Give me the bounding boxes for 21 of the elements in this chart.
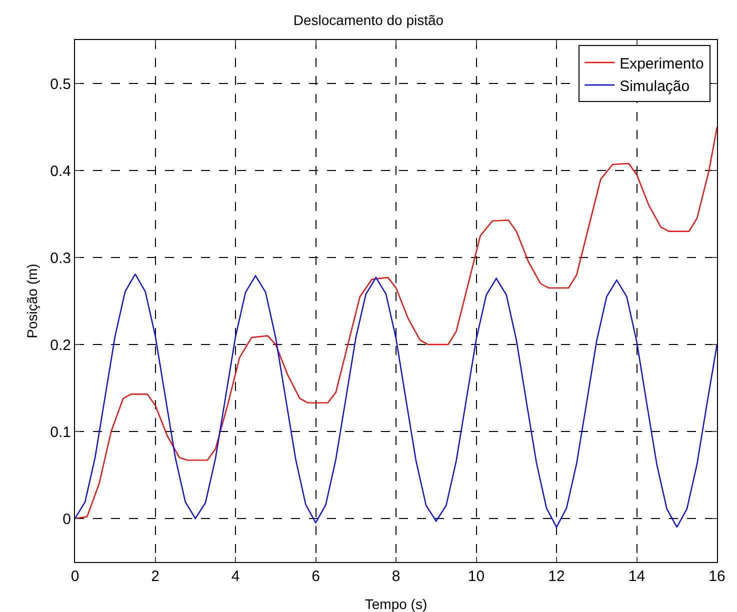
legend-label: Experimento <box>620 55 704 72</box>
x-tick-label: 10 <box>468 568 485 585</box>
x-axis-title: Tempo (s) <box>364 596 428 612</box>
y-axis-title: Posição (m) <box>24 264 40 338</box>
line-series <box>75 126 717 520</box>
y-tick-label: 0.5 <box>50 76 71 93</box>
y-tick-label: 0 <box>62 510 71 528</box>
x-tick-label: 16 <box>708 568 726 585</box>
y-tick-label: 0.4 <box>50 162 71 180</box>
y-tick-label: 0.2 <box>50 336 71 354</box>
chart-title: Deslocamento do pistão <box>293 12 444 28</box>
x-tick-label: 12 <box>548 568 565 585</box>
line-series <box>75 273 717 528</box>
legend-label: Simulação <box>620 78 690 95</box>
x-tick-label: 8 <box>392 568 400 585</box>
y-tick-label: 0.1 <box>50 424 71 441</box>
x-tick-label: 4 <box>231 568 240 585</box>
y-tick-label: 0.3 <box>50 250 71 267</box>
x-tick-label: 2 <box>151 568 160 585</box>
x-tick-label: 14 <box>628 568 646 585</box>
x-tick-label: 6 <box>312 568 320 585</box>
